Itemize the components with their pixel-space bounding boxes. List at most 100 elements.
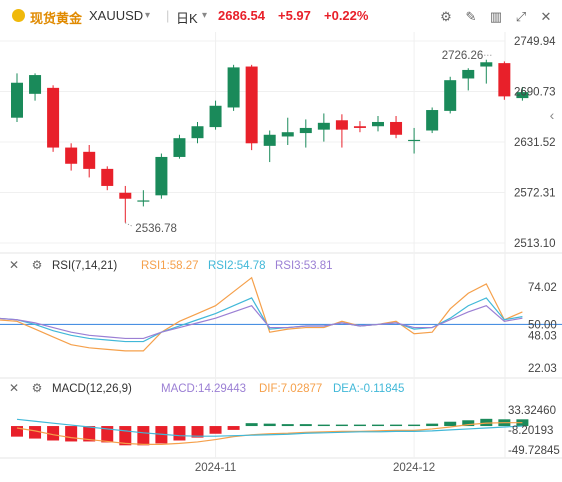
period-selector[interactable]: 日K — [176, 11, 198, 26]
candle-body — [390, 121, 403, 135]
macd-hide-icon[interactable]: ✕ — [9, 381, 19, 395]
macd-histogram-bar — [227, 426, 240, 430]
macd-histogram-bar — [426, 423, 439, 427]
rsi1-line — [0, 276, 523, 352]
candle-style-icon[interactable]: ▥ — [489, 9, 503, 24]
low-annotation: 2536.78 — [135, 223, 177, 235]
rsi1-legend: RSI1:58.27 — [141, 260, 199, 272]
macd-histogram-bar — [173, 426, 186, 441]
macd-legend: MACD:14.29443 — [161, 383, 246, 395]
macd-histogram-bar — [191, 426, 204, 438]
candle-body — [335, 120, 348, 130]
macd-tick-label: -8.20193 — [508, 425, 553, 437]
macd-histogram-bar — [29, 426, 42, 439]
candle-body — [173, 138, 186, 157]
indicator-settings-icon[interactable]: ⚙ — [440, 9, 452, 24]
close-icon[interactable]: ✕ — [540, 9, 552, 24]
candle-body — [498, 63, 511, 97]
macd-histogram-bar — [317, 424, 330, 427]
macd-histogram-bar — [281, 424, 294, 427]
rsi-tick-label: 22.03 — [528, 363, 557, 375]
macd-histogram — [11, 418, 529, 446]
instrument-name: 现货黄金 — [30, 11, 83, 26]
macd-histogram-bar — [245, 423, 258, 427]
symbol-dropdown-icon[interactable]: ▾ — [145, 10, 151, 21]
macd-tick-label: -49.72845 — [508, 445, 560, 457]
price-tick-label: 2749.94 — [514, 36, 556, 48]
macd-histogram-bar — [299, 424, 312, 427]
time-tick-label: 2024-12 — [393, 462, 435, 474]
candle-body — [227, 67, 240, 108]
time-tick-label: 2024-11 — [195, 462, 236, 474]
grid-lines — [0, 32, 562, 459]
rsi2-legend: RSI2:54.78 — [208, 260, 266, 272]
macd-histogram-bar — [390, 424, 403, 427]
macd-histogram-bar — [47, 426, 60, 441]
rsi-header: ✕ ⚙ RSI(7,14,21) RSI1:58.27 RSI2:54.78 R… — [9, 258, 333, 272]
macd-histogram-bar — [11, 426, 23, 437]
candle-body — [372, 121, 384, 127]
candle-body — [317, 122, 330, 130]
rsi-tick-label: 50.00 — [528, 319, 557, 331]
fullscreen-icon[interactable]: ⤢ — [515, 9, 527, 24]
macd-histogram-bar — [263, 423, 276, 427]
price-tick-label: 2513.10 — [514, 238, 556, 250]
last-price: 2686.54 — [218, 8, 265, 23]
dif-legend: DIF:7.02877 — [259, 383, 322, 395]
candle-body — [353, 126, 366, 128]
period-dropdown-icon[interactable]: ▾ — [202, 10, 208, 21]
candle-body — [426, 110, 439, 131]
candle-body — [191, 126, 204, 139]
price-axis: 2749.94 2690.73 2631.52 2572.31 2513.10 — [514, 36, 556, 250]
candle-body — [29, 75, 42, 94]
macd-title: MACD(12,26,9) — [52, 383, 132, 395]
candle-body — [209, 105, 222, 128]
candle-body — [155, 156, 168, 196]
macd-histogram-bar — [209, 426, 222, 434]
price-tick-label: 2690.73 — [514, 87, 556, 99]
rsi2-line — [0, 297, 523, 343]
price-tick-label: 2631.52 — [514, 137, 556, 149]
macd-histogram-bar — [101, 426, 114, 443]
macd-histogram-bar — [444, 421, 457, 427]
dea-line — [16, 418, 523, 437]
toolbar-divider: | — [166, 8, 170, 23]
candle-body — [444, 80, 457, 111]
macd-histogram-bar — [372, 424, 384, 427]
macd-histogram-bar — [65, 426, 78, 442]
rsi3-legend: RSI3:53.81 — [275, 260, 333, 272]
rsi-tick-label: 74.02 — [528, 282, 557, 294]
candle-body — [47, 87, 60, 148]
candlestick-series — [11, 59, 529, 223]
macd-settings-icon[interactable]: ⚙ — [32, 381, 43, 395]
macd-histogram-bar — [480, 418, 493, 427]
candle-body — [299, 127, 312, 134]
scroll-left-icon[interactable]: ‹ — [550, 107, 555, 123]
candle-body — [11, 82, 23, 118]
candle-body — [245, 66, 258, 144]
candle-body — [408, 139, 421, 142]
low-annotation-leader — [125, 222, 134, 228]
symbol-selector[interactable]: XAUUSD — [89, 8, 144, 23]
candle-body — [65, 147, 78, 164]
rsi-hide-icon[interactable]: ✕ — [9, 258, 19, 272]
time-axis: 2024-11 2024-12 — [195, 462, 435, 474]
candle-body — [83, 151, 96, 169]
rsi-tick-label: 48.03 — [528, 330, 557, 342]
toolbar: 现货黄金 XAUUSD ▾ | 日K ▾ 2686.54 +5.97 +0.22… — [0, 0, 562, 32]
high-annotation: 2726.26 — [442, 50, 484, 62]
macd-histogram-bar — [462, 420, 475, 427]
price-change: +5.97 — [278, 8, 311, 23]
macd-tick-label: 33.32460 — [508, 405, 556, 417]
candle-body — [281, 132, 294, 137]
price-annotations: 2726.26 2536.78 — [125, 50, 492, 235]
price-change-percent: +0.22% — [324, 8, 369, 23]
macd-histogram-bar — [353, 424, 366, 427]
draw-line-icon[interactable]: ✎ — [465, 9, 477, 24]
candle-body — [480, 62, 493, 67]
candle-body — [137, 200, 150, 202]
macd-header: ✕ ⚙ MACD(12,26,9) MACD:14.29443 DIF:7.02… — [9, 381, 404, 395]
rsi-settings-icon[interactable]: ⚙ — [32, 258, 43, 272]
macd-lines — [16, 418, 523, 445]
